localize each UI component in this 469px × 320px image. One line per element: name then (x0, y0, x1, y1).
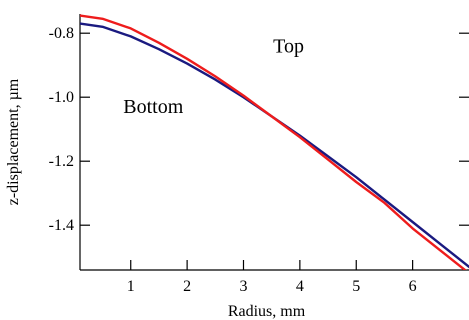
x-tick-label-2: 2 (183, 278, 191, 295)
series-line-0 (80, 22, 469, 268)
y-tick-label-2: -1.2 (49, 153, 74, 170)
y-tick-label-1: -1.0 (49, 89, 74, 106)
annotation-0: Top (273, 35, 304, 57)
y-tick-label-3: -1.4 (49, 217, 74, 234)
series-line-1 (80, 14, 467, 270)
y-tick-label-0: -0.8 (49, 25, 74, 42)
series-layer (80, 14, 469, 270)
x-tick-label-6: 6 (409, 278, 417, 295)
x-tick-label-4: 4 (296, 278, 304, 295)
x-tick-label-3: 3 (239, 278, 247, 295)
y-axis-title: z-displacement, µm (5, 78, 22, 205)
x-tick-label-1: 1 (127, 278, 135, 295)
axes (79, 14, 469, 271)
labels: 1 2 3 4 5 6 -0.8 -1.0 -1.2 -1.4 Radius, mm z-displa… (5, 25, 417, 320)
annotation-1: Bottom (123, 96, 183, 118)
x-tick-label-5: 5 (352, 278, 360, 295)
x-axis-title: Radius, mm (228, 303, 306, 320)
